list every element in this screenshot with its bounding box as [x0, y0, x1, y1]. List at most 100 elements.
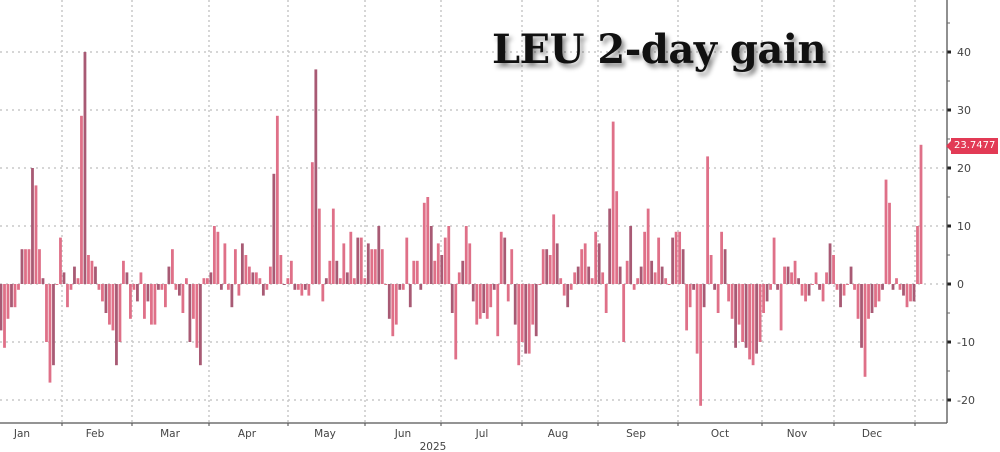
- bar: [394, 284, 398, 325]
- bar: [583, 243, 587, 284]
- bar: [366, 243, 370, 284]
- bar: [244, 255, 248, 284]
- bar: [76, 278, 80, 284]
- bar: [233, 249, 237, 284]
- bar: [237, 284, 241, 296]
- y-tick-mark: [947, 50, 951, 54]
- bar: [559, 278, 563, 284]
- bar: [541, 249, 545, 284]
- y-tick-mark: [947, 224, 951, 228]
- bar: [391, 284, 395, 337]
- bar: [153, 284, 157, 325]
- bar: [881, 284, 884, 290]
- bar: [412, 260, 416, 284]
- bar: [115, 284, 118, 366]
- bar: [534, 284, 538, 337]
- bar: [279, 255, 283, 284]
- bar: [321, 284, 325, 302]
- bar: [447, 226, 451, 284]
- bar: [863, 284, 867, 377]
- bar: [499, 231, 503, 284]
- bar: [380, 249, 384, 284]
- bar: [230, 284, 234, 308]
- y-tick-mark: [947, 398, 951, 402]
- bar: [433, 260, 437, 284]
- bar: [205, 278, 209, 284]
- bar: [338, 278, 342, 284]
- bar: [580, 249, 584, 284]
- bar: [489, 284, 493, 308]
- bar: [111, 284, 115, 331]
- bar: [328, 260, 332, 284]
- bar: [195, 284, 199, 348]
- bar: [891, 284, 895, 290]
- bar: [373, 249, 377, 284]
- bar: [464, 226, 468, 284]
- bar: [478, 284, 482, 319]
- bar: [870, 284, 874, 313]
- x-tick-label: May: [314, 428, 336, 440]
- last-value-label: 23.7477: [945, 138, 999, 154]
- bar: [587, 266, 591, 284]
- bar: [461, 260, 465, 284]
- x-tick-label: Dec: [862, 428, 883, 440]
- bar: [101, 284, 104, 302]
- bar: [331, 208, 335, 284]
- bar: [307, 284, 311, 296]
- y-tick-mark: [947, 166, 951, 170]
- bar: [384, 284, 388, 285]
- bar: [825, 272, 828, 284]
- bar: [73, 266, 76, 284]
- y-tick-mark: [947, 282, 951, 286]
- bar: [426, 197, 430, 284]
- bar: [699, 284, 703, 406]
- y-tick-label: 30: [957, 104, 971, 117]
- bar: [468, 243, 472, 284]
- bar: [524, 284, 528, 354]
- bar: [34, 185, 38, 284]
- x-tick-label: Jun: [394, 428, 411, 440]
- bar: [122, 260, 125, 284]
- bar: [20, 249, 24, 284]
- bar: [188, 284, 192, 342]
- bar: [590, 278, 594, 284]
- bar: [314, 69, 318, 285]
- x-tick-label: Nov: [787, 428, 808, 440]
- bar: [646, 208, 650, 284]
- bar: [636, 278, 640, 284]
- bar: [349, 231, 353, 284]
- bar: [258, 278, 262, 284]
- bar: [734, 284, 738, 348]
- bar: [104, 284, 108, 313]
- bar: [251, 272, 255, 284]
- bar: [779, 284, 783, 331]
- y-tick-mark: [947, 340, 951, 344]
- bar: [569, 284, 573, 290]
- bar: [625, 260, 629, 284]
- x-tick-label: Sep: [626, 428, 646, 440]
- bar: [41, 278, 45, 284]
- bar: [157, 284, 160, 290]
- bar: [198, 284, 202, 366]
- bar: [622, 284, 626, 342]
- bar: [657, 237, 661, 284]
- bar: [629, 226, 633, 284]
- bar: [517, 284, 521, 366]
- bar: [13, 284, 17, 308]
- bar: [289, 260, 293, 284]
- bar: [849, 266, 853, 284]
- bar: [408, 284, 412, 308]
- bar: [240, 243, 244, 284]
- bar: [171, 249, 174, 284]
- bar: [744, 284, 748, 348]
- bar: [888, 202, 891, 284]
- chart-title: LEU 2-day gain: [492, 26, 827, 73]
- bar: [296, 284, 300, 290]
- bar: [916, 226, 919, 284]
- bar: [902, 284, 905, 296]
- x-tick-label: Mar: [160, 428, 180, 440]
- bar: [919, 144, 923, 284]
- bar: [55, 284, 59, 285]
- bar: [0, 284, 3, 331]
- bar: [415, 260, 419, 284]
